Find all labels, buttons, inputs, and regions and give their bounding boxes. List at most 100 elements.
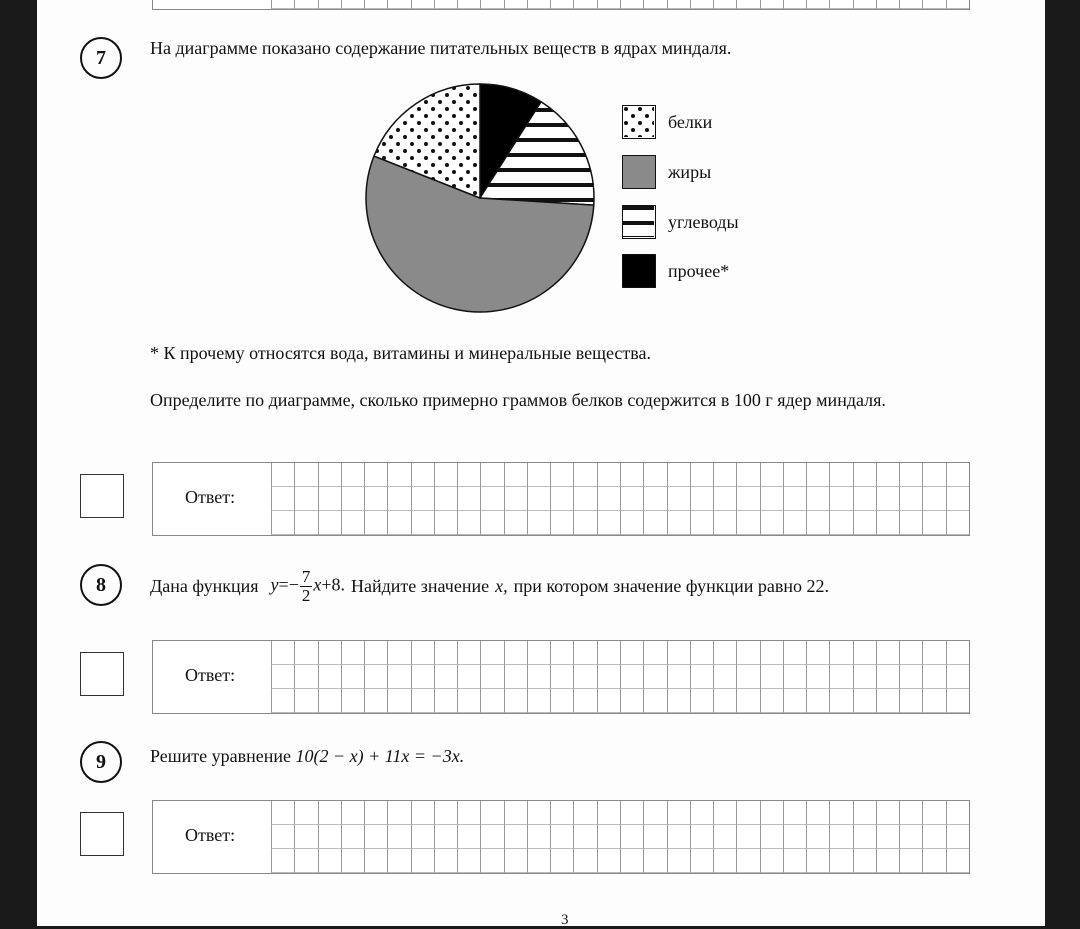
grid-cell: [922, 511, 946, 535]
grid-cell: [945, 0, 969, 9]
grid-cell: [526, 641, 551, 665]
grid-cell: [689, 487, 714, 511]
grid-cell: [922, 665, 946, 689]
grid-cell: [619, 641, 644, 665]
grid-cell: [480, 487, 504, 511]
task-7-question: Определите по диаграмме, сколько примерн…: [150, 390, 886, 410]
grid-cell: [550, 665, 574, 689]
grid-cell: [806, 849, 830, 873]
grid-cell: [433, 511, 458, 535]
grid-cell: [806, 0, 830, 9]
grid-cell: [689, 849, 714, 873]
grid-cell: [364, 801, 388, 825]
grid-cell: [294, 641, 318, 665]
text: при котором значение функции равно 22.: [513, 576, 830, 596]
score-box[interactable]: [80, 812, 124, 856]
grid-cell: [619, 801, 644, 825]
grid-cell: [410, 801, 434, 825]
grid-cell: [433, 665, 458, 689]
grid-cell: [271, 487, 295, 511]
grid-cell: [736, 825, 760, 849]
grid-cell: [271, 0, 295, 9]
grid-cell: [736, 487, 760, 511]
grid-cell: [619, 487, 644, 511]
grid-cell: [806, 641, 830, 665]
score-box[interactable]: [80, 474, 124, 518]
grid-cell: [922, 849, 946, 873]
grid-cell: [829, 641, 853, 665]
grid-cell: [759, 487, 783, 511]
grid-cell: [689, 665, 714, 689]
grid-cell: [387, 825, 411, 849]
grid-cell: [410, 849, 434, 873]
score-box[interactable]: [80, 652, 124, 696]
grid-cell: [550, 641, 574, 665]
task-8-text: Дана функция y=− 7 2 x+8. Найдите значение …: [150, 566, 829, 606]
grid-cell: [526, 825, 551, 849]
variable: x,: [495, 576, 508, 596]
grid-cell: [782, 511, 807, 535]
grid-cell: [922, 487, 946, 511]
grid-cell: [573, 849, 597, 873]
grid-cell: [643, 801, 667, 825]
grid-cell: [782, 665, 807, 689]
grid-cell: [480, 463, 504, 487]
answer-field-8[interactable]: Ответ:: [152, 640, 970, 714]
grid-cell: [550, 849, 574, 873]
grid-cell: [852, 849, 876, 873]
grid-cell: [271, 825, 295, 849]
gray-swatch: [622, 155, 656, 189]
grid-cell: [550, 487, 574, 511]
grid-cell: [457, 487, 481, 511]
grid-cell: [666, 463, 690, 487]
grid-cell: [736, 689, 760, 713]
grid-cell: [619, 825, 644, 849]
grid-cell: [573, 487, 597, 511]
grid-cell: [713, 825, 737, 849]
grid-cell: [317, 641, 341, 665]
grid-cell: [457, 801, 481, 825]
grid-cell: [899, 801, 923, 825]
grid-cell: [387, 487, 411, 511]
grid-cell: [410, 689, 434, 713]
answer-field-9[interactable]: Ответ:: [152, 800, 970, 874]
grid-cell: [852, 665, 876, 689]
grid-cell: [782, 0, 807, 9]
grid-cell: [596, 801, 620, 825]
grid-cell: [899, 641, 923, 665]
grid-cell: [480, 0, 504, 9]
answer-field-7[interactable]: Ответ:: [152, 462, 970, 536]
task-number-7: 7: [80, 37, 122, 79]
grid-cell: [410, 487, 434, 511]
grid-cell: [596, 0, 620, 9]
grid-cell: [294, 487, 318, 511]
grid-cell: [852, 463, 876, 487]
grid-cell: [294, 665, 318, 689]
grid-cell: [619, 511, 644, 535]
grid-cell: [387, 849, 411, 873]
grid-cell: [852, 641, 876, 665]
grid-cell: [875, 463, 900, 487]
grid-cell: [387, 641, 411, 665]
grid-cell: [271, 689, 295, 713]
grid-cell: [875, 665, 900, 689]
grid-cell: [713, 801, 737, 825]
grid-cell: [829, 689, 853, 713]
legend-label: белки: [668, 111, 713, 132]
grid-cell: [503, 487, 527, 511]
task-number-8: 8: [80, 564, 122, 606]
grid-cell: [945, 511, 969, 535]
dots-swatch: [622, 105, 656, 139]
grid-cell: [573, 0, 597, 9]
grid-cell: [596, 511, 620, 535]
grid-cell: [945, 801, 969, 825]
grid-cell: [689, 689, 714, 713]
grid-cell: [271, 641, 295, 665]
grid-cell: [503, 463, 527, 487]
grid-cell: [875, 511, 900, 535]
grid-cell: [573, 665, 597, 689]
grid-cell: [317, 689, 341, 713]
grid-cell: [433, 689, 458, 713]
grid-cell: [596, 463, 620, 487]
grid-cell: [596, 825, 620, 849]
